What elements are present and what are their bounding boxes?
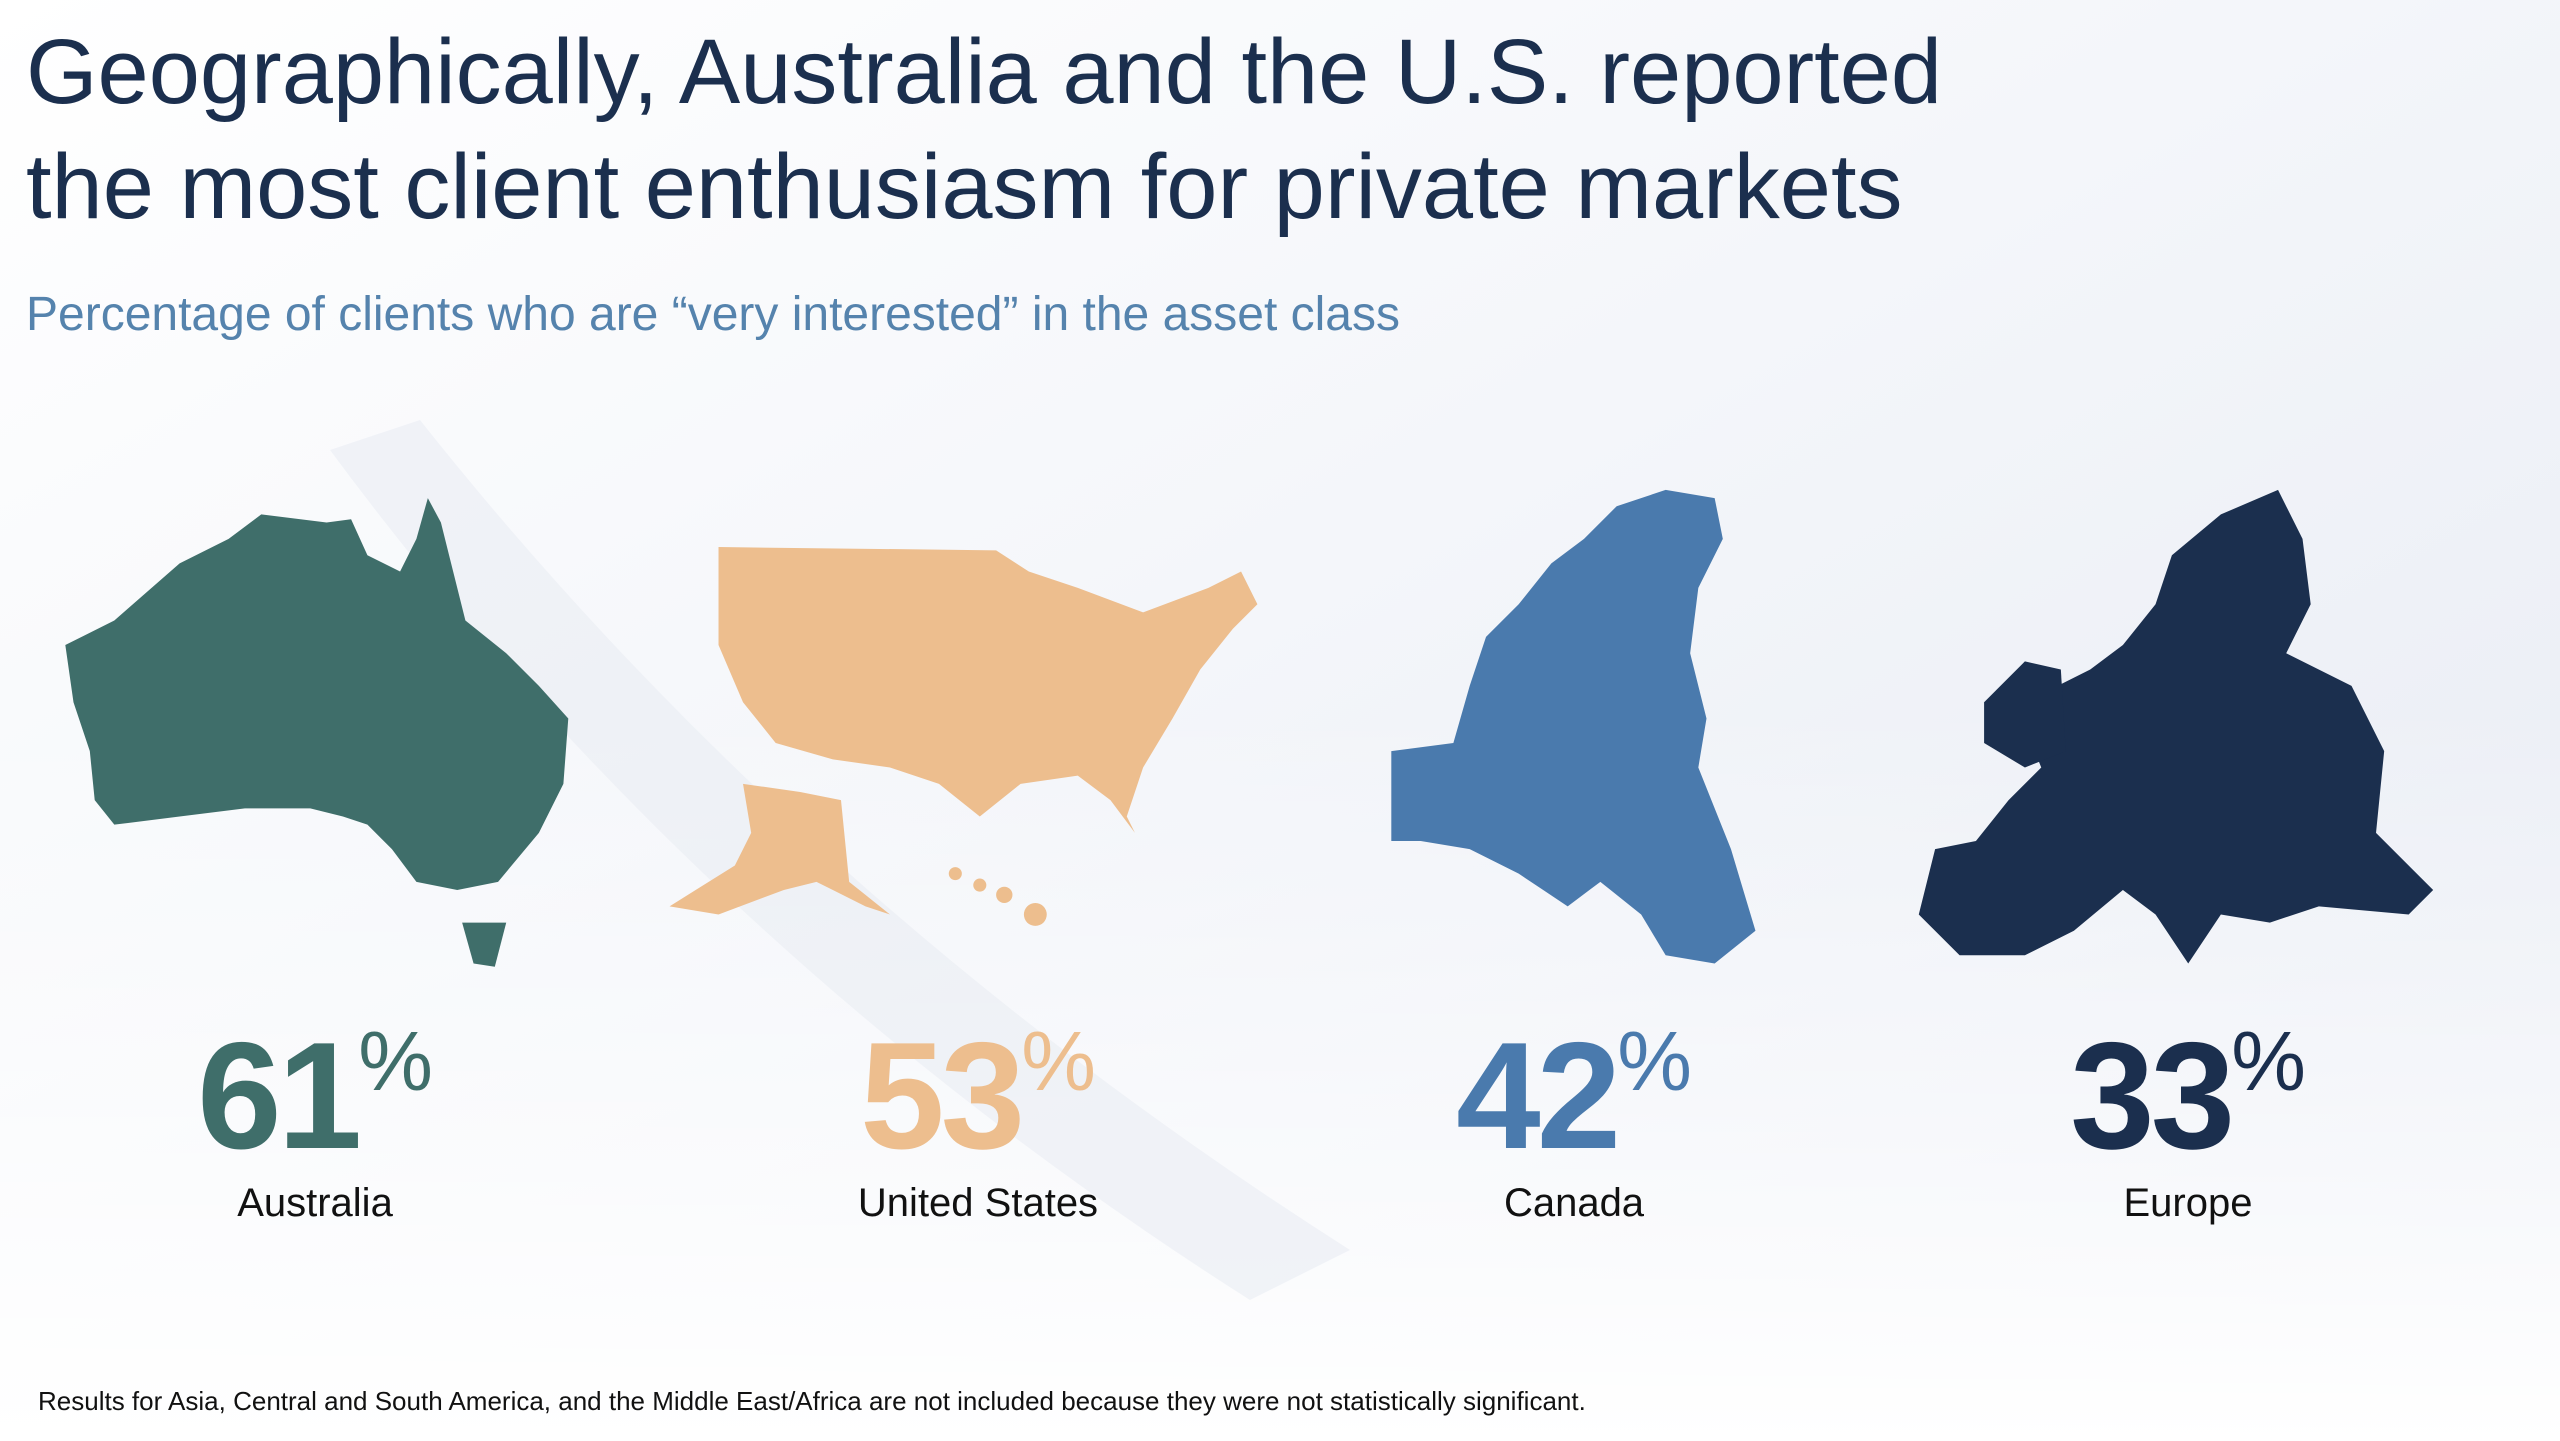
stat-number: 33 (2070, 1011, 2231, 1181)
subtitle: Percentage of clients who are “very inte… (26, 288, 1400, 341)
map-europe (1918, 489, 2434, 964)
map-australia (65, 498, 569, 967)
region-label: United States (858, 1181, 1098, 1225)
region-label: Australia (237, 1181, 393, 1225)
title-line: Geographically, Australia and the U.S. r… (26, 21, 1942, 123)
title-line: the most client enthusiasm for private m… (26, 136, 1903, 238)
region-label: Canada (1504, 1181, 1645, 1225)
stat-number: 53 (860, 1011, 1021, 1181)
stat-unit: % (2231, 1014, 2306, 1108)
stat-unit: % (1021, 1014, 1096, 1108)
region-label: Europe (2124, 1181, 2253, 1225)
stat-number: 42 (1456, 1011, 1617, 1181)
stat-number: 61 (197, 1011, 359, 1181)
stat-value: 53% (860, 1011, 1096, 1181)
stat-unit: % (1617, 1014, 1692, 1108)
stat-value: 61% (197, 1011, 433, 1181)
stat-value: 42% (1456, 1011, 1692, 1181)
swoosh (330, 420, 1350, 1300)
maps (65, 489, 2434, 967)
stat-value: 33% (2070, 1011, 2306, 1181)
stat-unit: % (358, 1014, 433, 1108)
footnote: Results for Asia, Central and South Amer… (38, 1386, 1586, 1416)
map-united-states (669, 547, 1258, 926)
map-canada (1391, 489, 1756, 964)
